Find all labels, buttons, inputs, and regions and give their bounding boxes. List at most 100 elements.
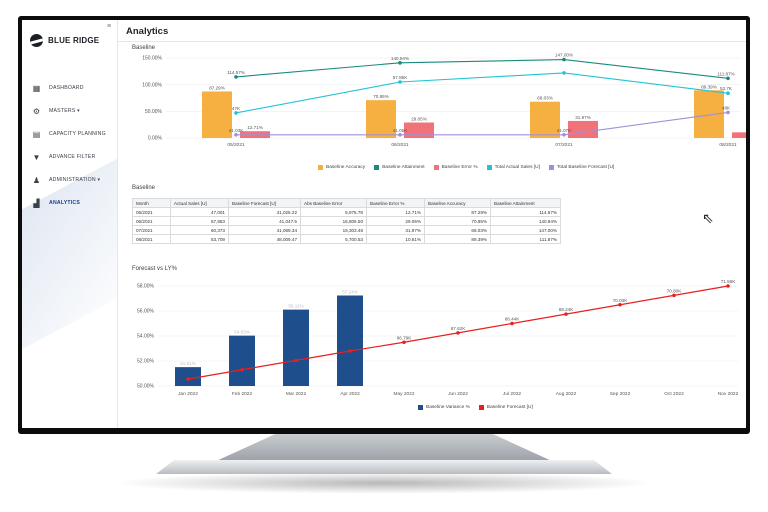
- series-line: [235, 59, 729, 79]
- forecast-point-label: 69.24K: [559, 307, 574, 312]
- accuracy-bar: [694, 90, 724, 138]
- table-cell: 114.57%: [490, 207, 561, 217]
- error-bar-label: 31.97%: [575, 115, 591, 120]
- variance-bar: [337, 295, 363, 386]
- table-header-cell[interactable]: Actual Sales [U]: [170, 198, 229, 208]
- series-point-label: 57.85K: [393, 75, 408, 80]
- table-row: 07/2021 60,373 41,069.34 19,303.46 31.97% 68.…: [132, 225, 561, 235]
- y-tick-label: 150.00%: [142, 56, 162, 62]
- baseline-table: Month Actual Sales [U] Baseline Forecast […: [132, 198, 561, 244]
- table-cell: 47,001: [170, 207, 229, 217]
- x-tick-label: Aug 2022: [556, 391, 577, 397]
- sidebar-item-administration[interactable]: ♟ ADMINISTRATION ▾: [22, 170, 117, 190]
- monitor-stand-neck: [214, 434, 554, 462]
- table-cell: 41,025.22: [228, 207, 301, 217]
- table-cell: 41,069.34: [228, 225, 301, 235]
- table-header-cell[interactable]: Baseline Forecast [U]: [228, 198, 301, 208]
- x-tick-label: 08/2021: [719, 142, 737, 148]
- accuracy-bar: [366, 100, 396, 138]
- series-point: [398, 80, 402, 84]
- sidebar-item-label: CAPACITY PLANNING: [49, 131, 106, 137]
- brand-logo[interactable]: BLUE RIDGE: [30, 34, 99, 47]
- x-tick-label: May 2022: [393, 391, 414, 397]
- sidebar-item-capacity-planning[interactable]: ▤ CAPACITY PLANNING: [22, 124, 117, 144]
- table-cell: 87.29%: [424, 207, 491, 217]
- forecast-point-label: 70.03K: [613, 298, 628, 303]
- forecast-point: [348, 349, 352, 353]
- table-cell: 60,373: [170, 225, 229, 235]
- x-tick-label: Jan 2022: [178, 391, 198, 397]
- forecast-point: [510, 321, 514, 326]
- legend-item[interactable]: Total Actual Sales [U]: [486, 165, 540, 170]
- legend-swatch: [418, 405, 423, 410]
- monitor-screen: ≡ BLUE RIDGE ▦ DASHBOARD ⚙ MASTERS ▾ ▤ C…: [22, 20, 746, 428]
- table-header-cell[interactable]: Month: [132, 198, 171, 208]
- series-point-label: 114.57%: [227, 70, 245, 75]
- series-point: [726, 110, 730, 115]
- sidebar-item-label: MASTERS ▾: [49, 108, 80, 114]
- table-cell: 29.05%: [366, 216, 425, 226]
- forecast-chart-title: Forecast vs LY%: [132, 266, 177, 272]
- sidebar-item-masters[interactable]: ⚙ MASTERS ▾: [22, 101, 117, 121]
- legend-label: Baseline Attainment: [382, 165, 425, 170]
- forecast-chart-legend: Baseline Variance % Baseline Forecast [U]: [418, 405, 533, 410]
- y-tick-label: 56.00%: [137, 309, 155, 315]
- legend-item[interactable]: Baseline Attainment: [374, 165, 425, 170]
- forecast-point: [456, 331, 460, 335]
- table-header-cell[interactable]: Abs Baseline Error: [300, 198, 367, 208]
- forecast-point: [618, 302, 622, 307]
- accuracy-bar-label: 70.95%: [373, 94, 389, 99]
- accuracy-bar-label: 87.29%: [209, 85, 225, 90]
- series-point-label: 111.87%: [717, 71, 734, 76]
- x-tick-label: 06/2021: [391, 142, 409, 148]
- table-cell: 07/2021: [132, 225, 171, 235]
- legend-item[interactable]: Baseline Error %: [433, 165, 478, 170]
- table-cell: 57,853: [170, 216, 229, 226]
- legend-item[interactable]: Baseline Accuracy: [318, 165, 365, 170]
- baseline-chart-title: Baseline: [132, 45, 156, 51]
- error-bar: [732, 132, 746, 138]
- sidebar-item-advance-filter[interactable]: ▼ ADVANCE FILTER: [22, 147, 117, 167]
- variance-bar: [229, 335, 255, 386]
- legend-item[interactable]: Baseline Forecast [U]: [478, 405, 533, 410]
- forecast-point: [186, 377, 190, 381]
- header-divider: [118, 41, 746, 42]
- table-header-cell[interactable]: Baseline Accuracy: [424, 198, 491, 208]
- brand-name: BLUE RIDGE: [48, 36, 100, 45]
- sidebar-item-label: DASHBOARD: [49, 85, 84, 91]
- table-cell: 05/2021: [132, 207, 171, 217]
- table-header-cell[interactable]: Baseline Attainment: [490, 198, 561, 208]
- table-cell: 5,700.53: [300, 234, 367, 244]
- series-point-label: 140.94%: [391, 56, 409, 61]
- table-cell: 140.94%: [490, 216, 561, 226]
- legend-item[interactable]: Total Baseline Forecast [U]: [548, 165, 614, 170]
- y-tick-label: 100.00%: [142, 82, 162, 88]
- x-tick-label: Apr 2022: [340, 391, 360, 397]
- calendar-icon: ▤: [32, 129, 41, 139]
- legend-swatch: [548, 165, 554, 170]
- legend-label: Baseline Accuracy: [326, 165, 366, 170]
- sidebar-item-dashboard[interactable]: ▦ DASHBOARD: [22, 78, 117, 98]
- variance-bar: [175, 367, 201, 386]
- table-cell: 41,047.5: [228, 216, 301, 226]
- y-tick-label: 52.00%: [137, 359, 155, 365]
- series-point-label: 147.00%: [555, 53, 573, 58]
- y-tick-label: 58.00%: [137, 284, 155, 290]
- accuracy-bar: [202, 91, 232, 138]
- sidebar-item-analytics[interactable]: ▟ ANALYTICS: [22, 193, 117, 213]
- series-point-label: 41.05K: [393, 128, 408, 133]
- legend-item[interactable]: Baseline Variance %: [418, 405, 470, 410]
- masters-icon: ⚙: [32, 106, 41, 116]
- table-header-cell[interactable]: Baseline Error %: [366, 198, 425, 208]
- series-point: [234, 111, 238, 115]
- variance-bar-label: 51.51%: [180, 361, 196, 366]
- sidebar: ≡ BLUE RIDGE ▦ DASHBOARD ⚙ MASTERS ▾ ▤ C…: [22, 20, 118, 428]
- table-cell: 111.87%: [490, 234, 561, 244]
- table-cell: 06/2021: [132, 216, 171, 226]
- collapse-menu-icon[interactable]: ≡: [107, 23, 112, 30]
- forecast-point: [726, 284, 730, 288]
- accuracy-bar-label: 89.39%: [701, 84, 717, 89]
- y-tick-label: 50.00%: [145, 109, 163, 115]
- error-bar-label: 12.71%: [247, 125, 263, 130]
- accuracy-bar-label: 68.03%: [537, 96, 553, 101]
